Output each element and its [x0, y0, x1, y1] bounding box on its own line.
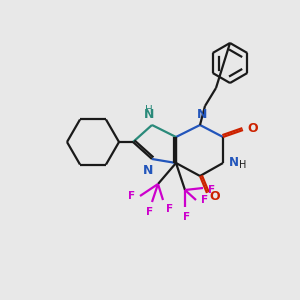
Text: H: H	[239, 160, 246, 170]
Text: N: N	[229, 157, 239, 169]
Text: N: N	[197, 108, 207, 121]
Text: O: O	[209, 190, 220, 202]
Text: F: F	[201, 195, 208, 205]
Text: F: F	[128, 191, 135, 201]
Text: F: F	[146, 207, 154, 217]
Text: N: N	[143, 164, 153, 177]
Text: N: N	[144, 108, 154, 121]
Text: H: H	[145, 105, 153, 115]
Text: F: F	[166, 204, 173, 214]
Text: O: O	[247, 122, 258, 136]
Text: F: F	[183, 212, 190, 222]
Text: F: F	[208, 185, 215, 195]
